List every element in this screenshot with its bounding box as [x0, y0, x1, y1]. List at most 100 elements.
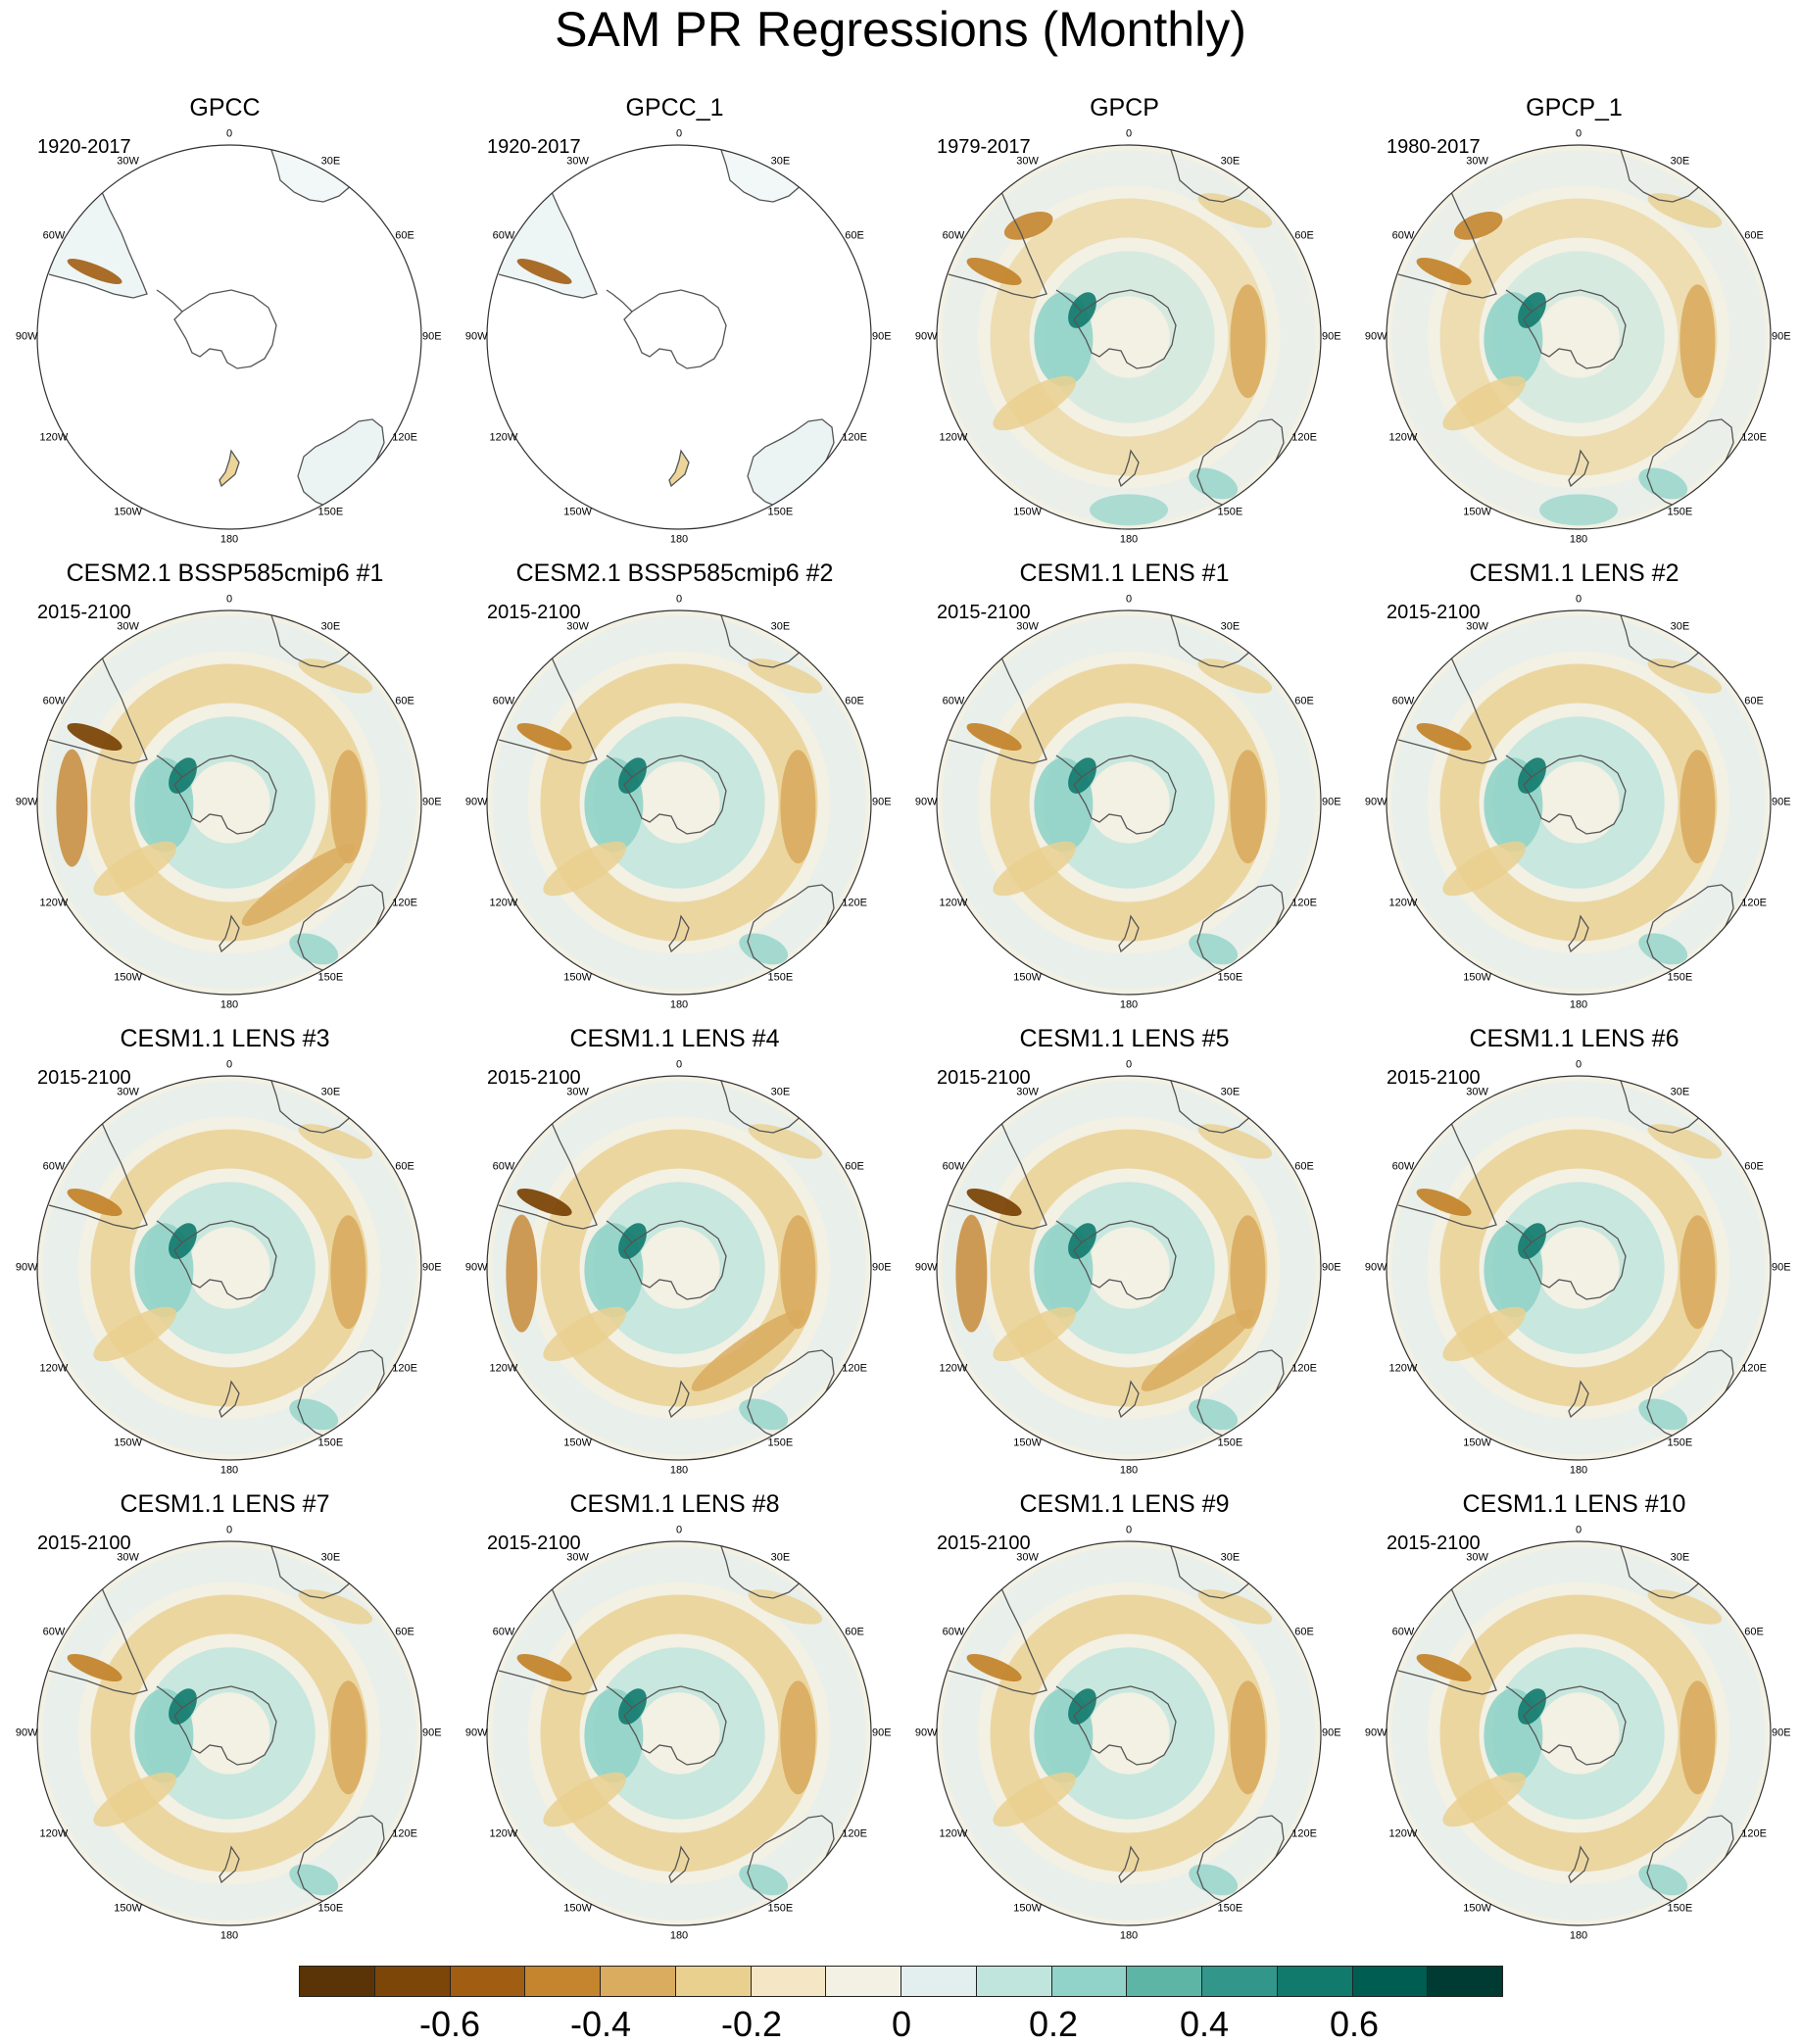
lon-label-150e: 150E	[767, 1436, 794, 1449]
lon-label-0: 0	[1575, 593, 1582, 606]
lon-label-120w: 120W	[489, 897, 518, 909]
lon-label-30e: 30E	[1670, 1551, 1690, 1564]
lon-label-60w: 60W	[492, 695, 515, 707]
lon-label-30e: 30E	[770, 155, 791, 168]
colorbar-segment	[750, 1966, 827, 1997]
lon-label-30w: 30W	[566, 1086, 589, 1098]
map-panel: CESM1.1 LENS #4 2015-2100 0 30E 60E 90E 120E 15…	[450, 931, 900, 1476]
new-zealand-shading	[219, 451, 239, 486]
lon-label-150w: 150W	[114, 1902, 142, 1915]
outer-positive-ring	[1391, 1546, 1766, 1921]
australia-positive-anomaly	[1189, 1398, 1239, 1431]
lon-label-90e: 90E	[871, 330, 892, 343]
colorbar-tick-label: -0.4	[569, 2004, 632, 2044]
map-boundary	[486, 1075, 872, 1461]
lon-label-60e: 60E	[1744, 229, 1764, 242]
indian-ocean-negative-anomaly	[330, 1680, 366, 1795]
chile-negative-anomaly	[966, 258, 1022, 285]
map-boundary	[486, 144, 872, 530]
lon-label-30e: 30E	[320, 1551, 341, 1564]
lon-label-150w: 150W	[1463, 1902, 1491, 1915]
peninsula-positive-anomaly	[1518, 1223, 1546, 1259]
outer-positive-ring	[492, 615, 866, 990]
antarctica-coastline	[1523, 754, 1627, 835]
south-pacific-negative-anomaly	[543, 1772, 627, 1827]
map-panel: CESM2.1 BSSP585cmip6 #1 2015-2100 0 30E 60E 9…	[0, 465, 450, 1010]
coastlines	[48, 611, 385, 974]
new-zealand-coastline	[1568, 1845, 1589, 1884]
lon-label-120e: 120E	[392, 1827, 417, 1840]
map-panel: CESM1.1 LENS #8 2015-2100 0 30E 60E 90E 120E 15…	[450, 1396, 900, 1941]
polar-map	[1386, 1540, 1772, 1926]
australia-positive-anomaly	[1638, 467, 1688, 500]
colorbar-segment	[1201, 1966, 1278, 1997]
lon-label-30w: 30W	[1016, 1551, 1039, 1564]
peninsula-positive-anomaly	[169, 757, 197, 794]
new-zealand-coastline	[219, 1845, 240, 1884]
south-america-coastline	[948, 1578, 1047, 1695]
indian-ocean-negative-anomaly	[780, 750, 816, 864]
lon-label-120e: 120E	[1741, 431, 1767, 444]
lon-label-90e: 90E	[1321, 1727, 1341, 1739]
chile-negative-anomaly	[516, 1189, 572, 1216]
polar-map	[486, 609, 872, 996]
map-boundary	[36, 144, 422, 530]
lon-label-0: 0	[1125, 127, 1133, 140]
period-label: 2015-2100	[487, 602, 581, 623]
africa-coastline	[269, 146, 364, 203]
lon-label-60e: 60E	[1294, 1626, 1314, 1638]
map-boundary	[936, 1075, 1322, 1461]
peninsula-positive-anomaly	[1518, 292, 1546, 328]
lon-label-120e: 120E	[1741, 1827, 1767, 1840]
map-panel: CESM1.1 LENS #3 2015-2100 0 30E 60E 90E 120E 15…	[0, 931, 450, 1476]
lon-label-60e: 60E	[1744, 1160, 1764, 1173]
chile-negative-anomaly	[516, 723, 572, 751]
new-zealand-coastline	[668, 449, 690, 488]
lon-label-0: 0	[675, 1524, 683, 1536]
polar-map	[36, 1075, 422, 1461]
lon-label-90e: 90E	[1321, 1261, 1341, 1274]
australia-positive-anomaly	[289, 933, 339, 965]
australia-positive-anomaly	[1638, 1398, 1688, 1431]
chile-negative-anomaly	[516, 1654, 572, 1681]
lon-label-150e: 150E	[1667, 971, 1693, 984]
lon-label-120w: 120W	[939, 1362, 968, 1375]
field-layer	[1387, 1541, 1771, 1925]
lon-label-120e: 120E	[392, 897, 417, 909]
lon-label-120w: 120W	[39, 897, 69, 909]
peninsula-coastline	[156, 289, 183, 313]
australia-positive-anomaly	[289, 1864, 339, 1896]
lon-label-60w: 60W	[1391, 1626, 1415, 1638]
south-america-coastline	[1397, 647, 1497, 764]
lon-label-90e: 90E	[421, 1261, 442, 1274]
map-boundary	[1386, 1075, 1772, 1461]
lon-label-120e: 120E	[842, 431, 867, 444]
south-america-coastline	[498, 1578, 598, 1695]
lon-label-60w: 60W	[1391, 229, 1415, 242]
lon-label-150w: 150W	[1463, 1436, 1491, 1449]
southern-indian-negative-anomaly	[1197, 1124, 1273, 1159]
lon-label-60w: 60W	[42, 1160, 66, 1173]
polar-map	[1386, 144, 1772, 530]
map-boundary	[486, 609, 872, 996]
map-panel: GPCC_1 1920-2017 0 30E 60E 90E 120E 150E 180 150W…	[450, 0, 900, 545]
colorbar-tick-label: 0.2	[1028, 2004, 1079, 2044]
africa-coastline	[719, 1077, 813, 1134]
indian-ocean-negative-anomaly	[1230, 750, 1266, 864]
lon-label-30w: 30W	[1466, 620, 1488, 633]
map-boundary	[1386, 609, 1772, 996]
peninsula-positive-anomaly	[1518, 757, 1546, 794]
lon-label-90e: 90E	[1771, 330, 1791, 343]
lon-label-180: 180	[219, 533, 239, 546]
lon-label-120w: 120W	[1388, 1827, 1418, 1840]
lon-label-30w: 30W	[1016, 1086, 1039, 1098]
map-panel: CESM1.1 LENS #5 2015-2100 0 30E 60E 90E 120E 15…	[900, 931, 1349, 1476]
new-zealand-shading	[669, 451, 689, 486]
peninsula-positive-anomaly	[1068, 1688, 1096, 1725]
colorbar-tick-label: 0.4	[1179, 2004, 1230, 2044]
peninsula-coastline	[1505, 1685, 1533, 1709]
lon-label-60w: 60W	[1391, 1160, 1415, 1173]
polar-map	[936, 1540, 1322, 1926]
panel-title: CESM1.1 LENS #6	[1469, 1025, 1679, 1052]
lon-label-150w: 150W	[1013, 971, 1042, 984]
